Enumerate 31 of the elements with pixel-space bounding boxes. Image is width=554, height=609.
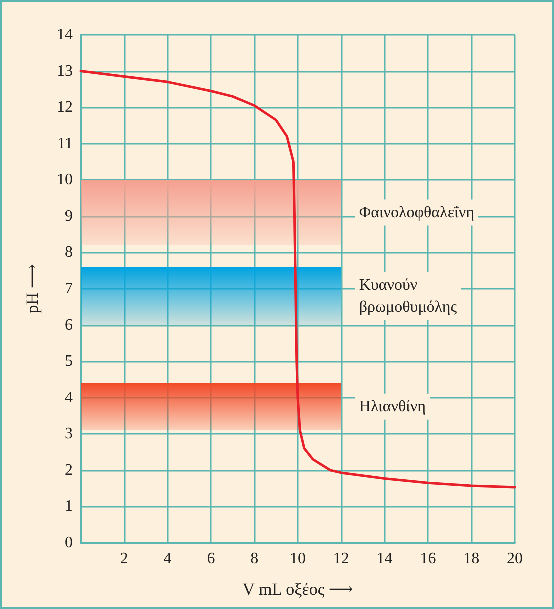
- x-tick-label: 10: [290, 550, 306, 568]
- y-tick-label: 7: [65, 280, 73, 298]
- x-tick-label: 20: [507, 550, 523, 568]
- y-tick-label: 13: [57, 62, 73, 80]
- y-tick-label: 14: [57, 26, 73, 44]
- band-label: Κυανούν βρωμοθυμόλης: [359, 276, 458, 316]
- y-tick-label: 3: [65, 426, 73, 443]
- y-tick-label: 6: [65, 316, 73, 334]
- y-tick-label: 9: [65, 208, 73, 225]
- x-axis-title: V mL οξέος ⟶: [242, 580, 354, 599]
- x-tick-label: 6: [207, 550, 216, 568]
- y-tick-label: 5: [65, 353, 73, 370]
- y-tick-label: 2: [65, 462, 73, 479]
- line-series: [80, 70, 516, 489]
- y-tick-label: 0: [65, 534, 73, 552]
- y-tick-label: 11: [58, 135, 73, 152]
- y-tick-label: 8: [65, 244, 73, 262]
- x-tick-label: 4: [164, 550, 172, 568]
- band-label: Φαινολοφθαλεΐνη: [359, 204, 474, 222]
- x-tick-label: 18: [464, 550, 480, 568]
- y-tick-label: 10: [57, 172, 73, 189]
- y-tick-label: 4: [65, 389, 73, 406]
- x-tick-label: 8: [250, 550, 259, 568]
- band-label: Ηλιανθίνη: [359, 398, 426, 416]
- x-tick-label: 16: [420, 550, 436, 568]
- y-tick-label: 12: [57, 99, 73, 116]
- x-tick-label: 12: [333, 550, 350, 568]
- y-tick-label: 1: [65, 498, 73, 516]
- x-tick-label: 2: [120, 550, 128, 568]
- y-axis-title: pH ⟶: [23, 264, 42, 314]
- x-tick-label: 14: [376, 550, 393, 568]
